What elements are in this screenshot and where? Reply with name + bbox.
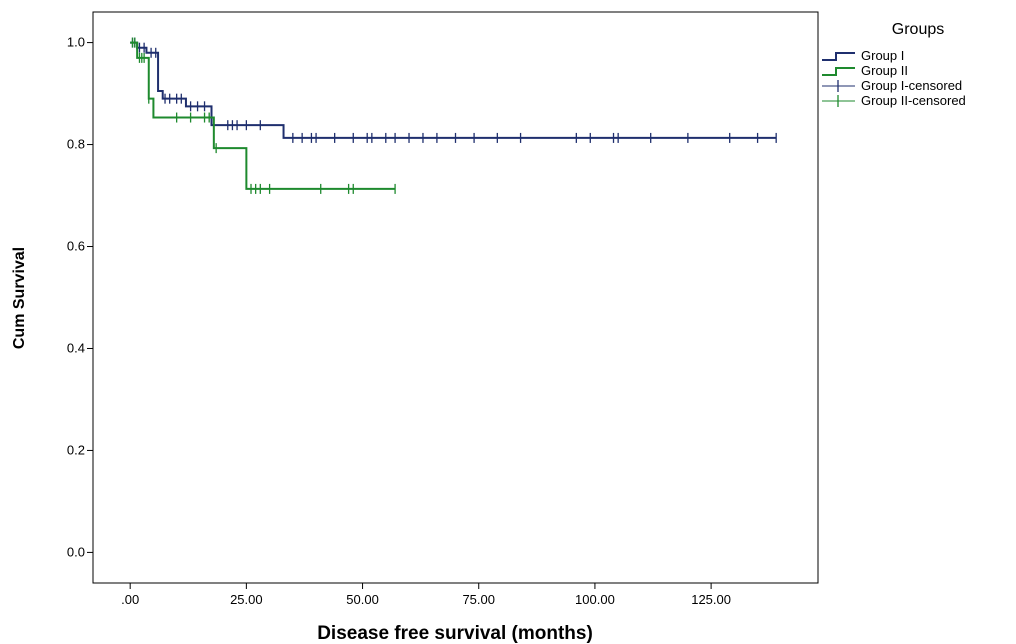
x-tick-label: 75.00 [462,592,495,607]
legend-label: Group II [861,63,908,78]
legend-label: Group I-censored [861,78,962,93]
plot-frame [92,11,819,584]
x-tick-label: 100.00 [575,592,615,607]
y-tick-label: 0.0 [67,544,85,559]
y-tick-label: 0.4 [67,340,85,355]
legend-label: Group II-censored [861,93,966,108]
y-axis-title: Cum Survival [11,247,28,349]
legend-title: Groups [892,21,944,38]
series-line-2 [130,41,396,190]
x-tick-label: 25.00 [230,592,263,607]
x-tick-label: 50.00 [346,592,379,607]
x-tick-label: .00 [121,592,139,607]
survival-curves [130,37,777,194]
legend-label: Group I [861,48,904,63]
x-tick-label: 125.00 [691,592,731,607]
legend-swatch-step [822,52,855,61]
y-tick-label: 0.6 [67,239,85,254]
y-tick-label: 0.8 [67,137,85,152]
legend-swatch-step [822,67,855,76]
y-tick-label: 1.0 [67,35,85,50]
y-axis: 0.0 0.2 0.4 0.6 0.8 1.0 [67,35,93,559]
x-axis: .00 25.00 50.00 75.00 100.00 125.00 [121,583,731,607]
series-line-1 [130,41,777,139]
y-tick-label: 0.2 [67,442,85,457]
x-axis-title: Disease free survival (months) [317,623,593,644]
